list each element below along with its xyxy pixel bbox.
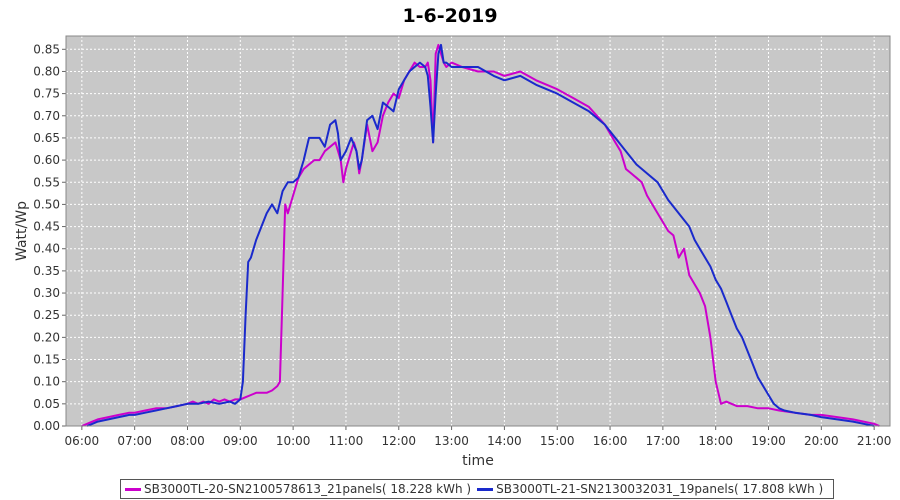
x-tick-label: 12:00 bbox=[381, 434, 416, 448]
y-tick-label: 0.00 bbox=[33, 419, 60, 433]
legend: SB3000TL-20-SN2100578613_21panels( 18.22… bbox=[120, 479, 835, 499]
y-tick-label: 0.65 bbox=[33, 131, 60, 145]
x-tick-label: 18:00 bbox=[698, 434, 733, 448]
plot-area bbox=[66, 36, 890, 426]
x-tick-label: 21:00 bbox=[857, 434, 892, 448]
y-tick-label: 0.35 bbox=[33, 264, 60, 278]
axes: 06:00 07:00 08:00 09:00 10:00 11:00 12:00 13:00… bbox=[33, 35, 892, 448]
y-tick-label: 0.15 bbox=[33, 353, 60, 367]
series-lines bbox=[81, 43, 880, 427]
y-tick-label: 0.05 bbox=[33, 397, 60, 411]
x-tick-label: 13:00 bbox=[434, 434, 469, 448]
x-tick-label: 07:00 bbox=[117, 434, 152, 448]
y-tick-label: 0.20 bbox=[33, 330, 60, 344]
legend-label-series-2: SB3000TL-21-SN2130032031_19panels( 17.80… bbox=[496, 482, 824, 496]
legend-item-series-1: SB3000TL-20-SN2100578613_21panels( 18.22… bbox=[125, 482, 471, 496]
y-tick-label: 0.55 bbox=[33, 175, 60, 189]
x-tick-label: 16:00 bbox=[593, 434, 628, 448]
y-tick-label: 0.50 bbox=[33, 197, 60, 211]
legend-swatch-series-2 bbox=[477, 487, 494, 491]
chart-title: 1-6-2019 bbox=[402, 5, 497, 27]
y-tick-label: 0.10 bbox=[33, 375, 60, 389]
y-tick-label: 0.25 bbox=[33, 308, 60, 322]
x-tick-label: 17:00 bbox=[646, 434, 681, 448]
legend-label-series-1: SB3000TL-20-SN2100578613_21panels( 18.22… bbox=[144, 482, 472, 496]
y-tick-label: 0.30 bbox=[33, 286, 60, 300]
x-tick-label: 09:00 bbox=[223, 434, 258, 448]
y-tick-label: 0.60 bbox=[33, 153, 60, 167]
x-tick-label: 19:00 bbox=[751, 434, 786, 448]
x-tick-label: 06:00 bbox=[65, 434, 100, 448]
legend-swatch-series-1 bbox=[125, 487, 141, 491]
x-tick-label: 10:00 bbox=[276, 434, 311, 448]
y-tick-label: 0.75 bbox=[33, 87, 60, 101]
x-tick-label: 08:00 bbox=[170, 434, 205, 448]
x-tick-label: 20:00 bbox=[804, 434, 839, 448]
x-tick-label: 15:00 bbox=[540, 434, 575, 448]
y-tick-label: 0.85 bbox=[33, 42, 60, 56]
y-tick-label: 0.40 bbox=[33, 242, 60, 256]
x-axis-label: time bbox=[462, 453, 494, 469]
plot-border bbox=[65, 35, 891, 427]
y-axis-label: Watt/Wp bbox=[14, 201, 30, 261]
legend-item-series-2: SB3000TL-21-SN2130032031_19panels( 17.80… bbox=[477, 482, 823, 496]
y-tick-label: 0.45 bbox=[33, 220, 60, 234]
x-tick-label: 14:00 bbox=[487, 434, 522, 448]
x-tick-label: 11:00 bbox=[329, 434, 364, 448]
series-line-2 bbox=[86, 43, 875, 427]
y-tick-label: 0.70 bbox=[33, 109, 60, 123]
y-tick-label: 0.80 bbox=[33, 64, 60, 78]
